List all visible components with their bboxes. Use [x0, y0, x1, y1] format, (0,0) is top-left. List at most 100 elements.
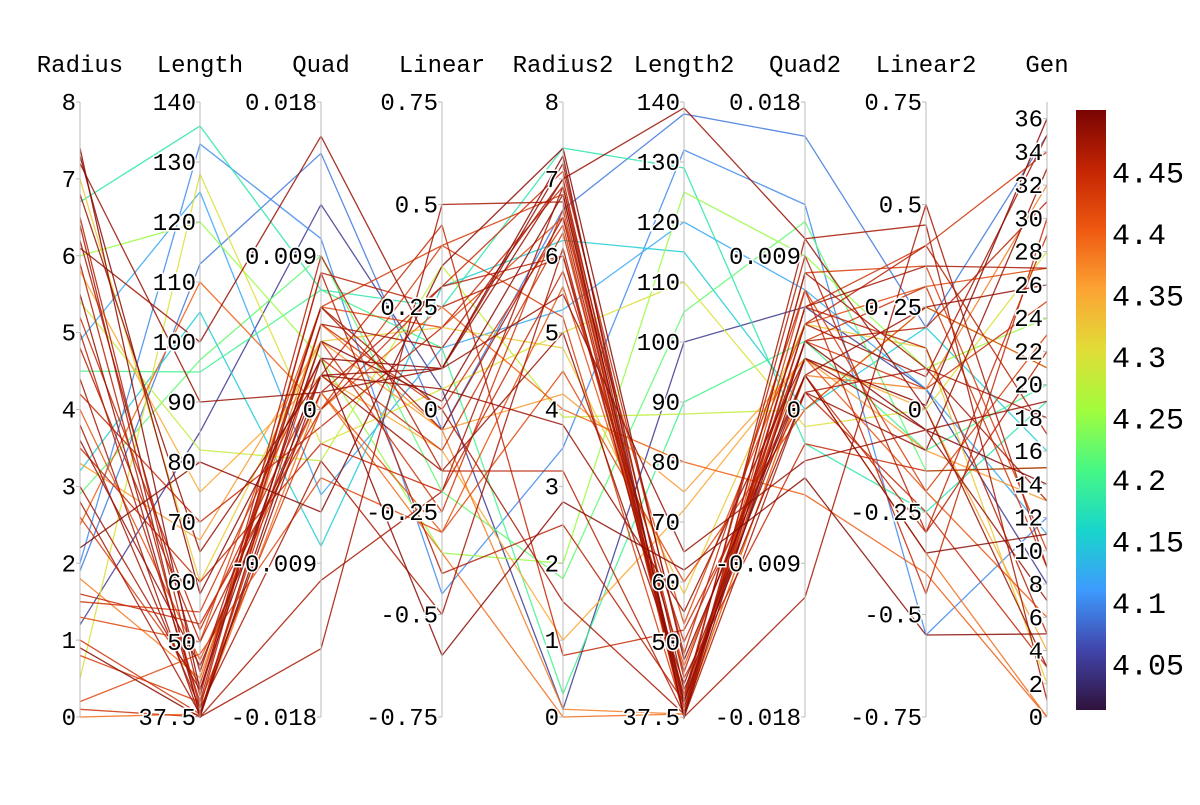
axis-tick-label: 34 [1014, 141, 1043, 168]
axis-tick-label: 140 [153, 91, 196, 118]
axis-tick-label: 4 [1029, 640, 1043, 667]
axis-tick-label: 22 [1014, 340, 1043, 367]
colorbar-tick-label: 4.35 [1112, 281, 1184, 315]
axis-title: Radius [37, 53, 123, 80]
axis-tick-label: 0.25 [864, 296, 922, 323]
axis-tick-label: 37.5 [622, 706, 680, 733]
axis-tick-label: 28 [1014, 241, 1043, 268]
axis-tick-label: -0.5 [380, 604, 438, 631]
axis-tick-label: 8 [1029, 573, 1043, 600]
axis-tick-label: 24 [1014, 307, 1043, 334]
axis-title: Radius2 [513, 53, 614, 80]
axis-tick-label: 26 [1014, 274, 1043, 301]
axis-tick-label: 14 [1014, 473, 1043, 500]
axis-tick-label: -0.75 [850, 706, 922, 733]
colorbar-tick-label: 4.1 [1112, 589, 1166, 623]
axis-tick-label: -0.009 [231, 552, 317, 579]
colorbar: 4.05 4.1 4.15 4.2 4.25 4.3 4.35 4.4 4.45 [1076, 110, 1184, 710]
axis-tick-label: 0.018 [245, 91, 317, 118]
axis-tick-label: 10 [1014, 540, 1043, 567]
axis-tick-label: 0.5 [395, 194, 438, 221]
axis-tick-label: 36 [1014, 108, 1043, 135]
axis-quad2[interactable]: Quad2 -0.018 -0.009 0 0.009 0.018 [713, 53, 841, 735]
colorbar-tick-label: 4.15 [1112, 527, 1184, 561]
axis-tick-label: 60 [651, 571, 680, 598]
axis-tick-label: -0.018 [715, 706, 801, 733]
axis-linear2[interactable]: Linear2 -0.75 -0.5 -0.25 0 0.25 0.5 0.75 [848, 53, 976, 735]
axis-length2[interactable]: Length2 37.5 50 60 70 80 90 100 110 120 130 140 [621, 53, 735, 735]
axis-tick-label: 1 [62, 629, 76, 656]
axis-radius2[interactable]: Radius2 0 1 2 3 4 5 6 7 8 [513, 53, 614, 735]
axis-tick-label: 4 [545, 399, 559, 426]
axis-tick-label: 2 [545, 552, 559, 579]
axis-tick-label: 0 [62, 706, 76, 733]
axis-radius[interactable]: Radius 0 1 2 3 4 5 6 7 8 [37, 53, 123, 735]
axes: Radius012345678Length37.5506070809010011… [37, 53, 1069, 735]
axis-tick-label: 120 [153, 211, 196, 238]
axis-tick-label: -0.25 [850, 501, 922, 528]
axis-tick-label: 100 [153, 331, 196, 358]
axis-tick-label: 8 [545, 91, 559, 118]
colorbar-gradient [1076, 110, 1106, 710]
axis-tick-label: 0 [1029, 706, 1043, 733]
axis-tick-label: -0.75 [366, 706, 438, 733]
axis-tick-label: 37.5 [138, 706, 196, 733]
axis-tick-label: 120 [637, 211, 680, 238]
colorbar-tick-label: 4.05 [1112, 650, 1184, 684]
axis-tick-label: 130 [637, 151, 680, 178]
axis-length[interactable]: Length 37.5 50 60 70 80 90 100 110 120 130 140 [137, 53, 243, 735]
axis-tick-label: 6 [545, 245, 559, 272]
axis-tick-label: 18 [1014, 407, 1043, 434]
axis-tick-label: 16 [1014, 440, 1043, 467]
axis-tick-label: 0 [545, 706, 559, 733]
axis-tick-label: 50 [167, 631, 196, 658]
axis-tick-label: 12 [1014, 507, 1043, 534]
axis-title: Length2 [634, 53, 735, 80]
axis-tick-label: 8 [62, 91, 76, 118]
axis-tick-label: -0.009 [715, 552, 801, 579]
axis-tick-label: -0.25 [366, 501, 438, 528]
axis-tick-label: 0 [303, 399, 317, 426]
axis-tick-label: 0 [424, 399, 438, 426]
axis-title: Linear [399, 53, 485, 80]
axis-tick-label: 130 [153, 151, 196, 178]
colorbar-tick-label: 4.2 [1112, 466, 1166, 500]
axis-tick-label: 0 [787, 399, 801, 426]
axis-tick-label: 100 [637, 331, 680, 358]
axis-linear[interactable]: Linear -0.75 -0.5 -0.25 0 0.25 0.5 0.75 [364, 53, 485, 735]
colorbar-tick-label: 4.25 [1112, 404, 1184, 438]
axis-tick-label: 0.5 [879, 194, 922, 221]
axis-tick-label: 32 [1014, 174, 1043, 201]
axis-tick-label: 0.75 [380, 91, 438, 118]
axis-tick-label: 3 [545, 475, 559, 502]
axis-tick-label: 0.75 [864, 91, 922, 118]
axis-tick-label: 2 [62, 552, 76, 579]
colorbar-tick-label: 4.45 [1112, 158, 1184, 192]
axis-quad[interactable]: Quad -0.018 -0.009 0 0.009 0.018 [229, 53, 350, 735]
axis-tick-label: -0.5 [864, 604, 922, 631]
axis-title: Gen [1025, 53, 1068, 80]
axis-tick-label: 60 [167, 571, 196, 598]
axis-tick-label: 110 [637, 271, 680, 298]
axis-tick-label: 0.009 [729, 245, 801, 272]
axis-tick-label: 5 [545, 322, 559, 349]
axis-tick-label: 4 [62, 399, 76, 426]
axis-tick-label: 5 [62, 322, 76, 349]
axis-tick-label: 140 [637, 91, 680, 118]
axis-tick-label: 6 [1029, 606, 1043, 633]
axis-tick-label: 2 [1029, 673, 1043, 700]
axis-tick-label: 1 [545, 629, 559, 656]
axis-tick-label: 6 [62, 245, 76, 272]
axis-title: Quad2 [769, 53, 841, 80]
axis-tick-label: 110 [153, 271, 196, 298]
axis-tick-label: 70 [651, 511, 680, 538]
axis-tick-label: 7 [545, 168, 559, 195]
axis-title: Quad [292, 53, 350, 80]
axis-tick-label: -0.018 [231, 706, 317, 733]
axis-tick-label: 20 [1014, 374, 1043, 401]
axis-tick-label: 3 [62, 475, 76, 502]
axis-tick-label: 30 [1014, 207, 1043, 234]
axis-tick-label: 7 [62, 168, 76, 195]
